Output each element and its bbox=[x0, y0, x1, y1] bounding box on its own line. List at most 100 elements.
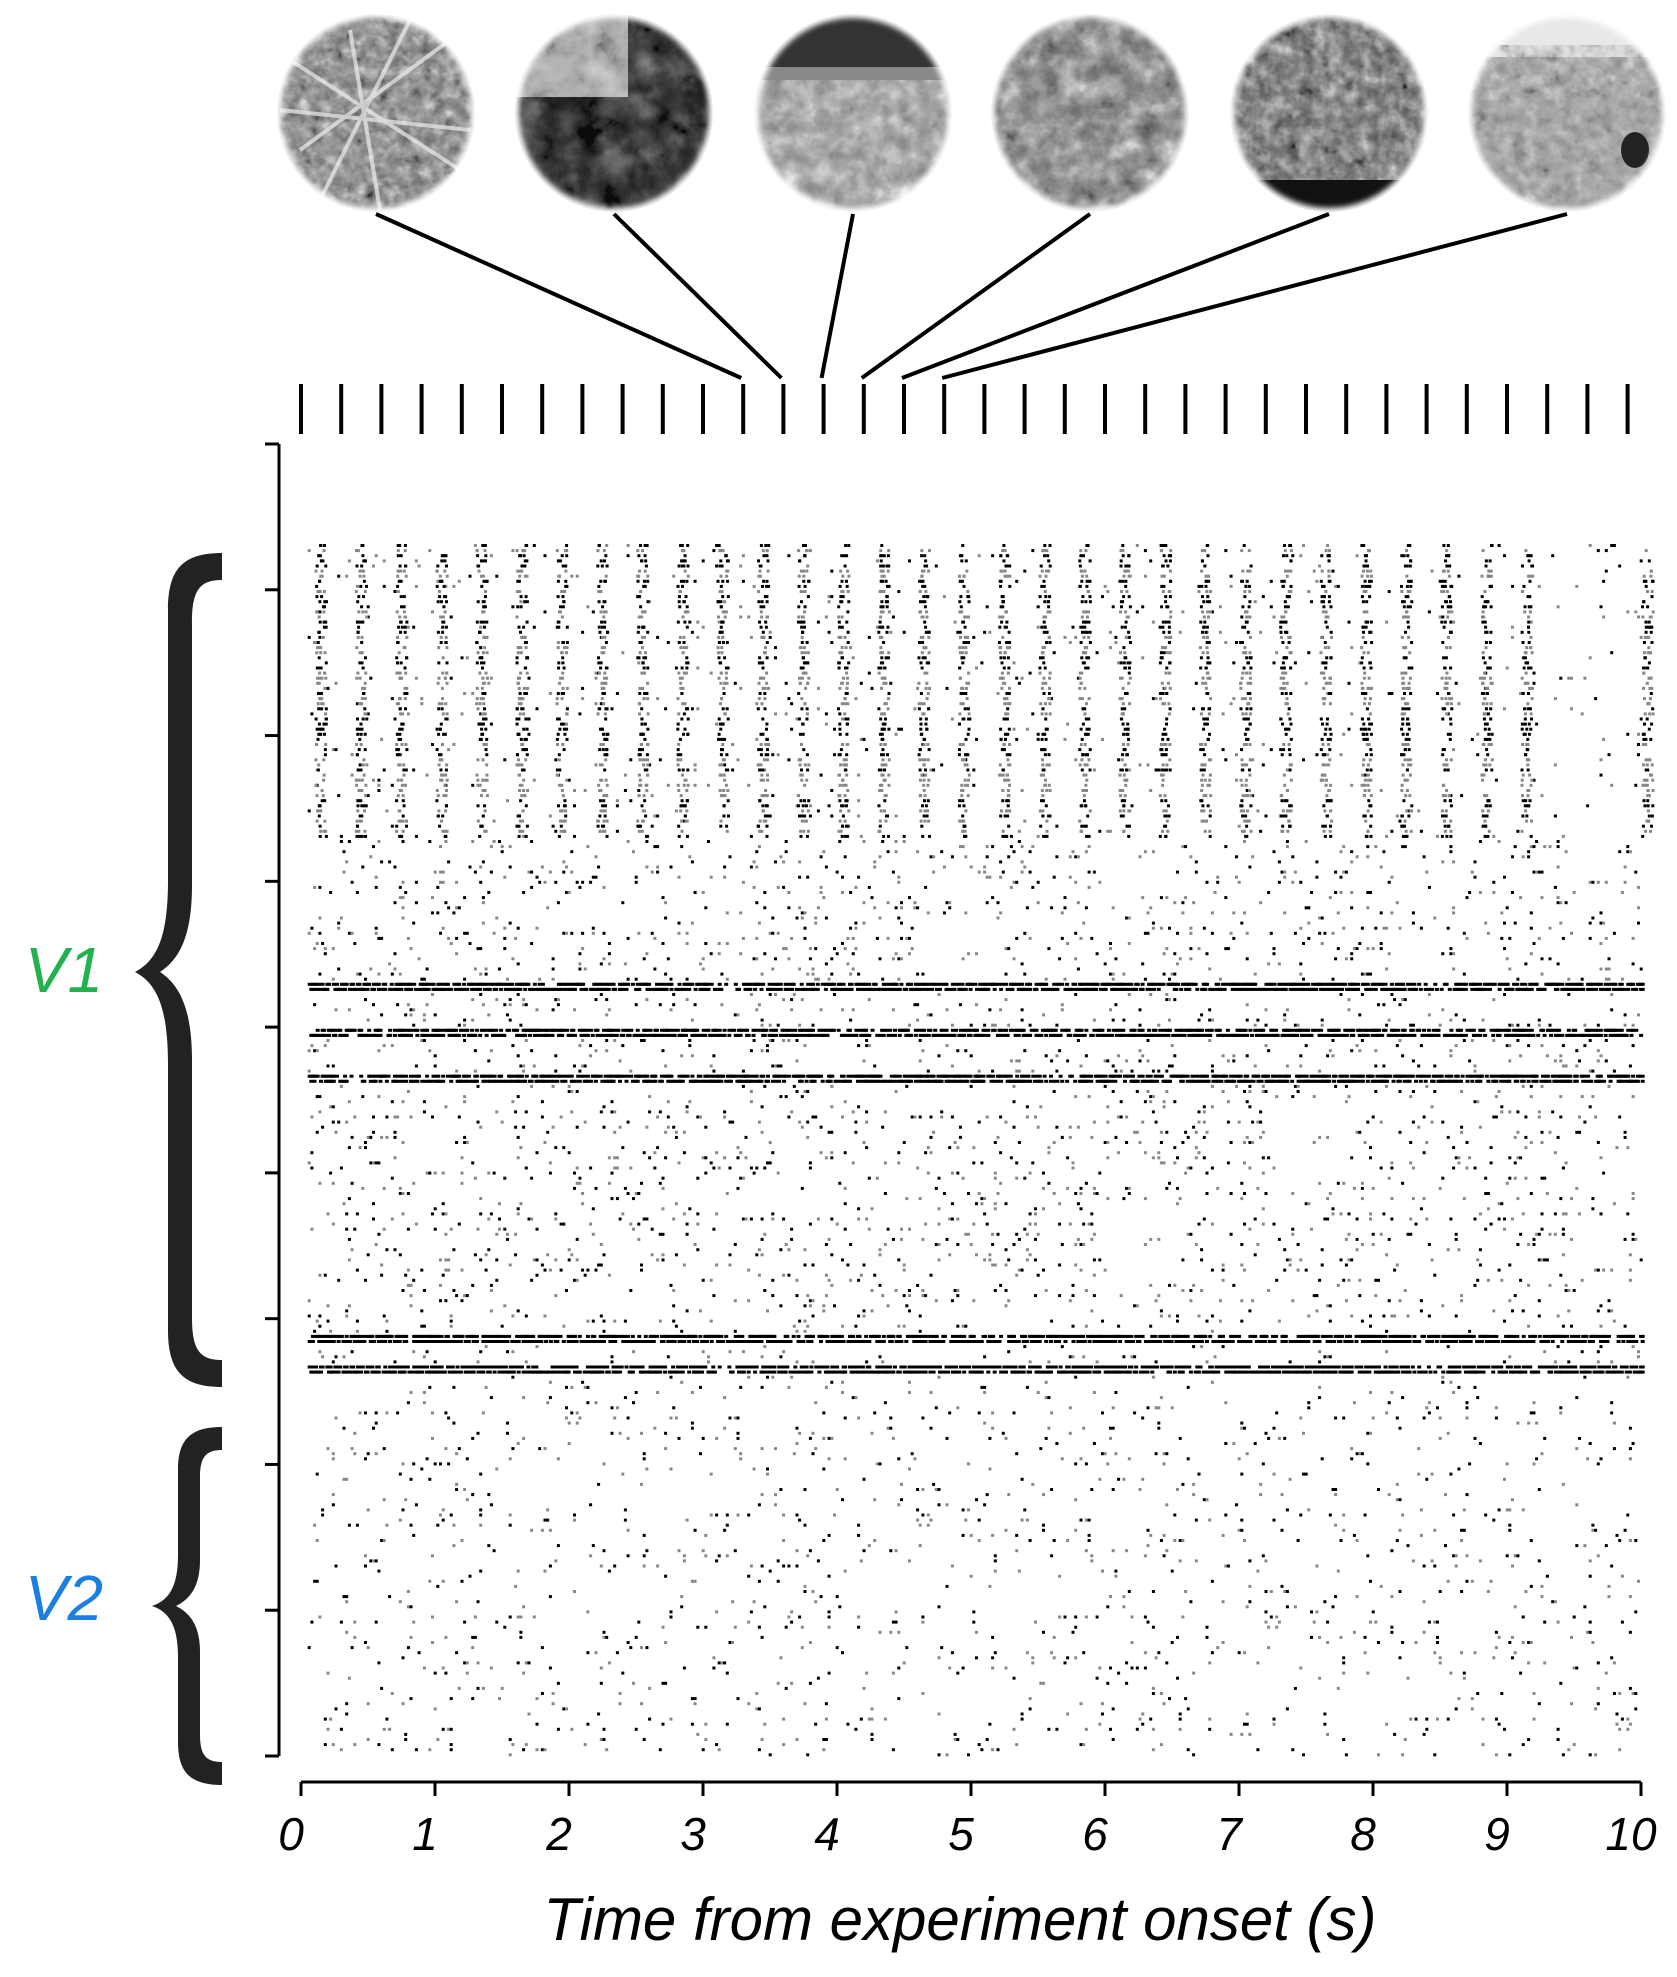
spike bbox=[1526, 595, 1530, 599]
spike bbox=[1362, 630, 1365, 634]
spike bbox=[604, 778, 608, 782]
spike bbox=[1626, 845, 1630, 849]
spike bbox=[897, 727, 901, 731]
spike bbox=[1366, 891, 1370, 894]
spike bbox=[591, 926, 595, 930]
spike bbox=[482, 559, 486, 563]
spike bbox=[1327, 743, 1331, 746]
spike bbox=[519, 702, 523, 706]
spike bbox=[1445, 600, 1448, 604]
spike bbox=[489, 676, 493, 680]
spike bbox=[1523, 605, 1527, 609]
spike bbox=[1163, 686, 1167, 690]
spike bbox=[838, 819, 842, 823]
spike bbox=[1087, 727, 1091, 731]
spike bbox=[1525, 661, 1529, 665]
spike bbox=[875, 559, 879, 563]
spike bbox=[526, 789, 530, 792]
spike bbox=[1481, 824, 1485, 828]
spike bbox=[1245, 615, 1249, 619]
spike bbox=[356, 600, 360, 604]
spike bbox=[1442, 584, 1446, 588]
spike bbox=[690, 921, 694, 925]
spike bbox=[1362, 814, 1366, 818]
spike bbox=[1111, 906, 1115, 910]
spike bbox=[843, 697, 847, 701]
spike bbox=[1041, 656, 1045, 660]
spike bbox=[798, 758, 802, 762]
spike bbox=[596, 712, 600, 716]
spike bbox=[940, 763, 944, 767]
spike bbox=[1245, 579, 1249, 583]
spike bbox=[1045, 789, 1049, 792]
spike bbox=[471, 692, 475, 695]
spike bbox=[320, 676, 324, 680]
spike bbox=[602, 819, 606, 823]
spike bbox=[1322, 595, 1326, 599]
spike bbox=[1246, 717, 1250, 721]
spike bbox=[1281, 824, 1285, 828]
spike bbox=[641, 748, 644, 752]
spike bbox=[518, 692, 522, 695]
spike bbox=[319, 732, 323, 736]
spike bbox=[1164, 559, 1168, 563]
spike bbox=[1201, 707, 1204, 711]
spike bbox=[881, 722, 885, 726]
spike bbox=[1478, 840, 1482, 843]
spike bbox=[1192, 901, 1196, 905]
spike bbox=[1127, 681, 1131, 685]
spike bbox=[1249, 656, 1253, 660]
spike bbox=[1209, 794, 1213, 798]
spike bbox=[1122, 574, 1126, 578]
spike bbox=[1165, 666, 1169, 670]
spike bbox=[1395, 901, 1399, 905]
spike bbox=[1642, 763, 1646, 767]
spike bbox=[357, 727, 361, 731]
spike bbox=[1327, 574, 1331, 578]
spike bbox=[924, 722, 928, 726]
spike bbox=[360, 635, 364, 639]
spike bbox=[1088, 595, 1092, 599]
spike bbox=[1447, 692, 1451, 695]
spike bbox=[1164, 635, 1168, 639]
spike bbox=[479, 620, 483, 624]
spike bbox=[959, 605, 963, 609]
spike bbox=[1527, 625, 1531, 629]
spike bbox=[1490, 732, 1494, 736]
spike bbox=[918, 768, 922, 772]
spike bbox=[1320, 554, 1324, 558]
spike bbox=[324, 564, 328, 568]
spike bbox=[1406, 605, 1410, 609]
spike bbox=[519, 646, 523, 650]
spike bbox=[481, 697, 485, 701]
spike bbox=[1647, 819, 1651, 823]
spike bbox=[999, 773, 1003, 777]
spike bbox=[752, 584, 756, 588]
spike bbox=[516, 926, 520, 930]
spike bbox=[923, 799, 926, 803]
spike bbox=[980, 661, 984, 665]
spike bbox=[922, 569, 926, 573]
spike bbox=[1484, 824, 1488, 828]
spike bbox=[1525, 819, 1528, 823]
spike bbox=[1241, 712, 1245, 716]
spike bbox=[481, 574, 485, 578]
spike bbox=[603, 737, 607, 741]
spike bbox=[800, 778, 804, 782]
spike bbox=[1406, 743, 1410, 746]
spike bbox=[1039, 702, 1043, 706]
spike bbox=[1004, 697, 1008, 701]
spike bbox=[1487, 829, 1491, 833]
spike bbox=[838, 686, 842, 690]
spike bbox=[489, 554, 493, 558]
spike bbox=[1080, 656, 1084, 660]
spike bbox=[1532, 870, 1536, 874]
spike bbox=[1449, 605, 1453, 609]
spike bbox=[357, 829, 361, 833]
spike bbox=[1355, 554, 1359, 558]
spike bbox=[767, 584, 771, 588]
spike bbox=[1048, 610, 1052, 614]
spike bbox=[337, 794, 341, 798]
spike bbox=[1006, 814, 1010, 818]
spike bbox=[441, 656, 445, 660]
